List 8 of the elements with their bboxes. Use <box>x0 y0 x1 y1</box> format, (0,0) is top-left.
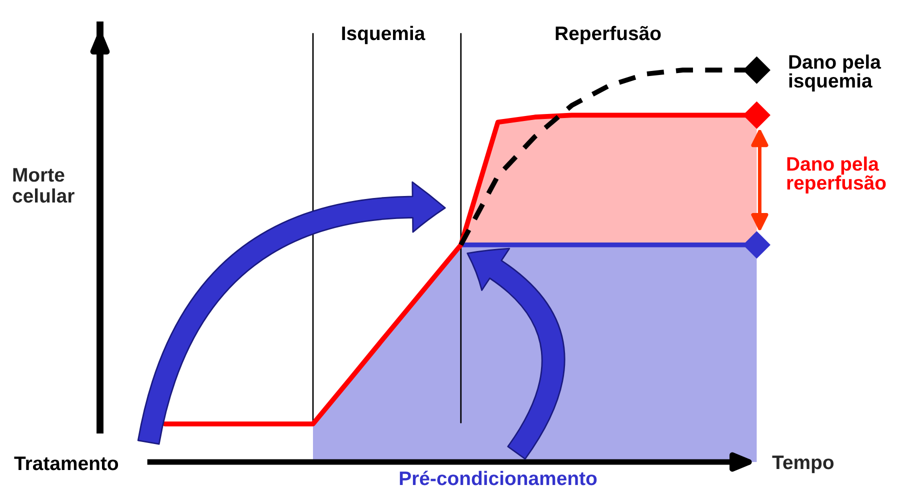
text: Isquemia <box>342 26 426 44</box>
text: Tratamento <box>14 456 118 470</box>
text: Pré-condicionamento <box>400 470 597 486</box>
text: Dano pela isquemia <box>789 54 882 92</box>
x-axis-title: Tempo <box>772 456 834 474</box>
y-axis-title: Morte celular <box>12 168 74 203</box>
text: Dano pela reperfusão <box>787 156 886 194</box>
text: Reperfusão <box>556 26 661 44</box>
